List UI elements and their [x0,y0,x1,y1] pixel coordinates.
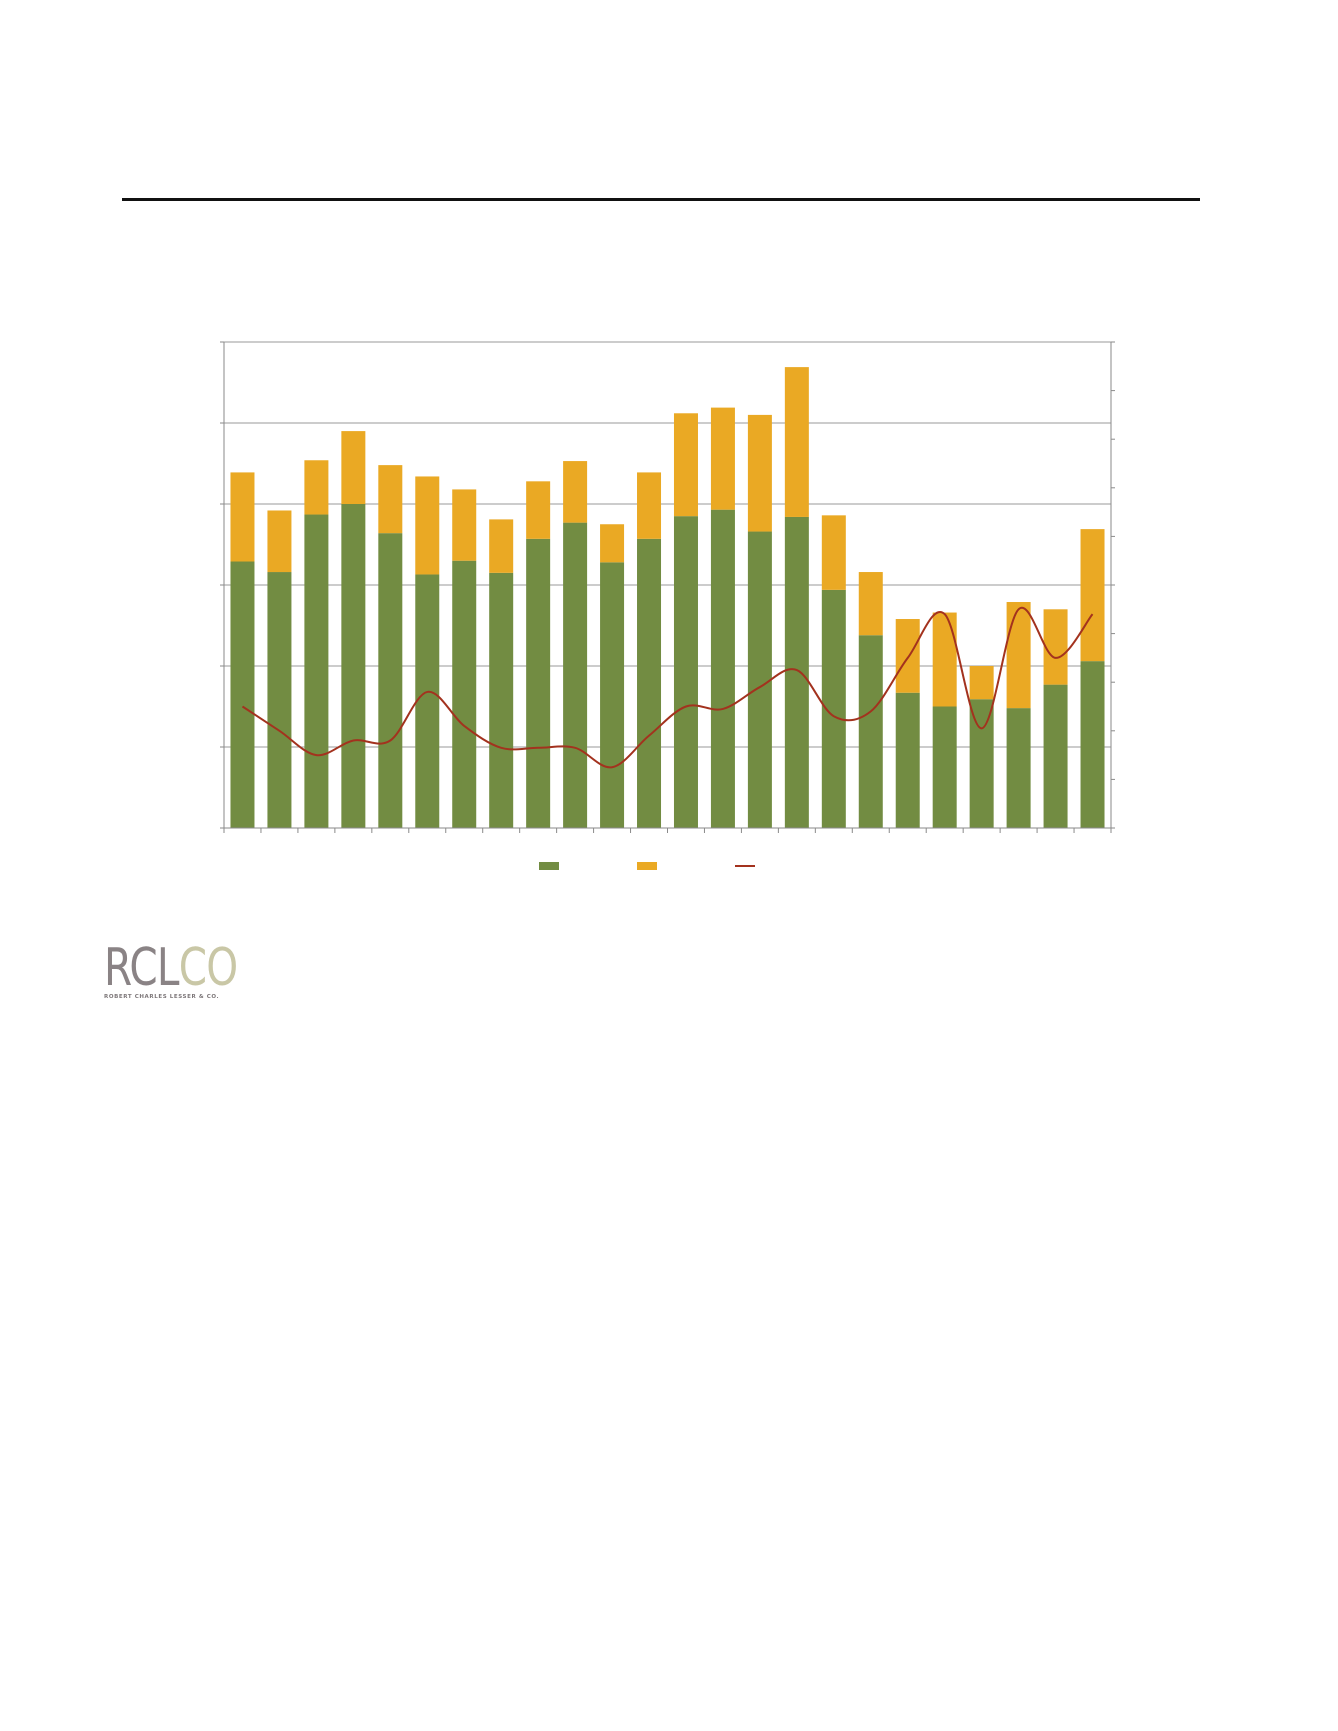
bar-segment-1 [378,533,403,828]
bar-segment-1 [1043,684,1068,828]
legend-swatch-2 [637,862,657,870]
bar-segment-2 [932,612,957,707]
bar-segment-1 [341,504,366,828]
bar-segment-1 [563,522,588,828]
logo-wordmark-rcl: RCL [104,938,180,998]
bar-segment-1 [526,538,551,828]
bar-layer [230,367,1105,828]
header-rule [122,198,1200,201]
logo-wordmark: RCLCO [104,942,238,994]
bar-segment-1 [267,572,292,828]
bar-segment-1 [784,516,809,828]
bar-segment-2 [1006,602,1031,709]
bar-segment-1 [452,560,477,828]
bar-segment-1 [415,574,440,828]
bar-segment-1 [230,561,255,828]
logo-subtitle: ROBERT CHARLES LESSER & CO. [104,994,220,1000]
legend-layer [539,862,755,870]
bar-segment-1 [969,699,994,828]
bar-segment-2 [747,414,772,532]
bar-segment-2 [563,461,588,523]
axis-layer [220,341,1115,833]
bar-segment-1 [858,635,883,828]
bar-segment-1 [895,692,920,828]
bar-segment-1 [1080,661,1105,828]
bar-segment-2 [858,572,883,636]
bar-segment-1 [304,514,329,828]
bar-segment-2 [267,510,292,573]
rclco-logo: RCLCO ROBERT CHARLES LESSER & CO. [104,942,238,1002]
bar-segment-2 [1043,609,1068,685]
bar-segment-2 [378,465,403,534]
bar-segment-1 [932,706,957,828]
bar-segment-2 [341,431,366,504]
line-series [241,606,1094,769]
bar-segment-1 [673,516,698,828]
bar-segment-1 [747,531,772,828]
bar-segment-2 [304,460,329,515]
bar-segment-2 [673,413,698,517]
bar-segment-2 [489,519,514,573]
bar-segment-2 [452,489,477,561]
bar-segment-2 [526,481,551,539]
bar-segment-2 [600,524,625,563]
bar-segment-1 [600,562,625,828]
line-layer [241,606,1094,769]
bar-segment-2 [1080,529,1105,662]
bar-segment-2 [710,407,735,510]
bar-segment-2 [895,619,920,693]
logo-wordmark-co: CO [178,938,238,998]
bar-segment-1 [489,572,514,828]
bar-segment-1 [710,509,735,828]
bar-segment-2 [415,476,440,575]
grid-layer [224,341,1111,748]
bar-segment-2 [637,472,662,539]
bar-segment-2 [821,515,846,590]
bar-segment-2 [230,472,255,562]
bar-segment-1 [637,538,662,828]
bar-segment-1 [1006,708,1031,828]
bar-segment-2 [784,367,809,517]
legend-swatch-1 [539,862,559,870]
bar-segment-2 [969,666,994,700]
